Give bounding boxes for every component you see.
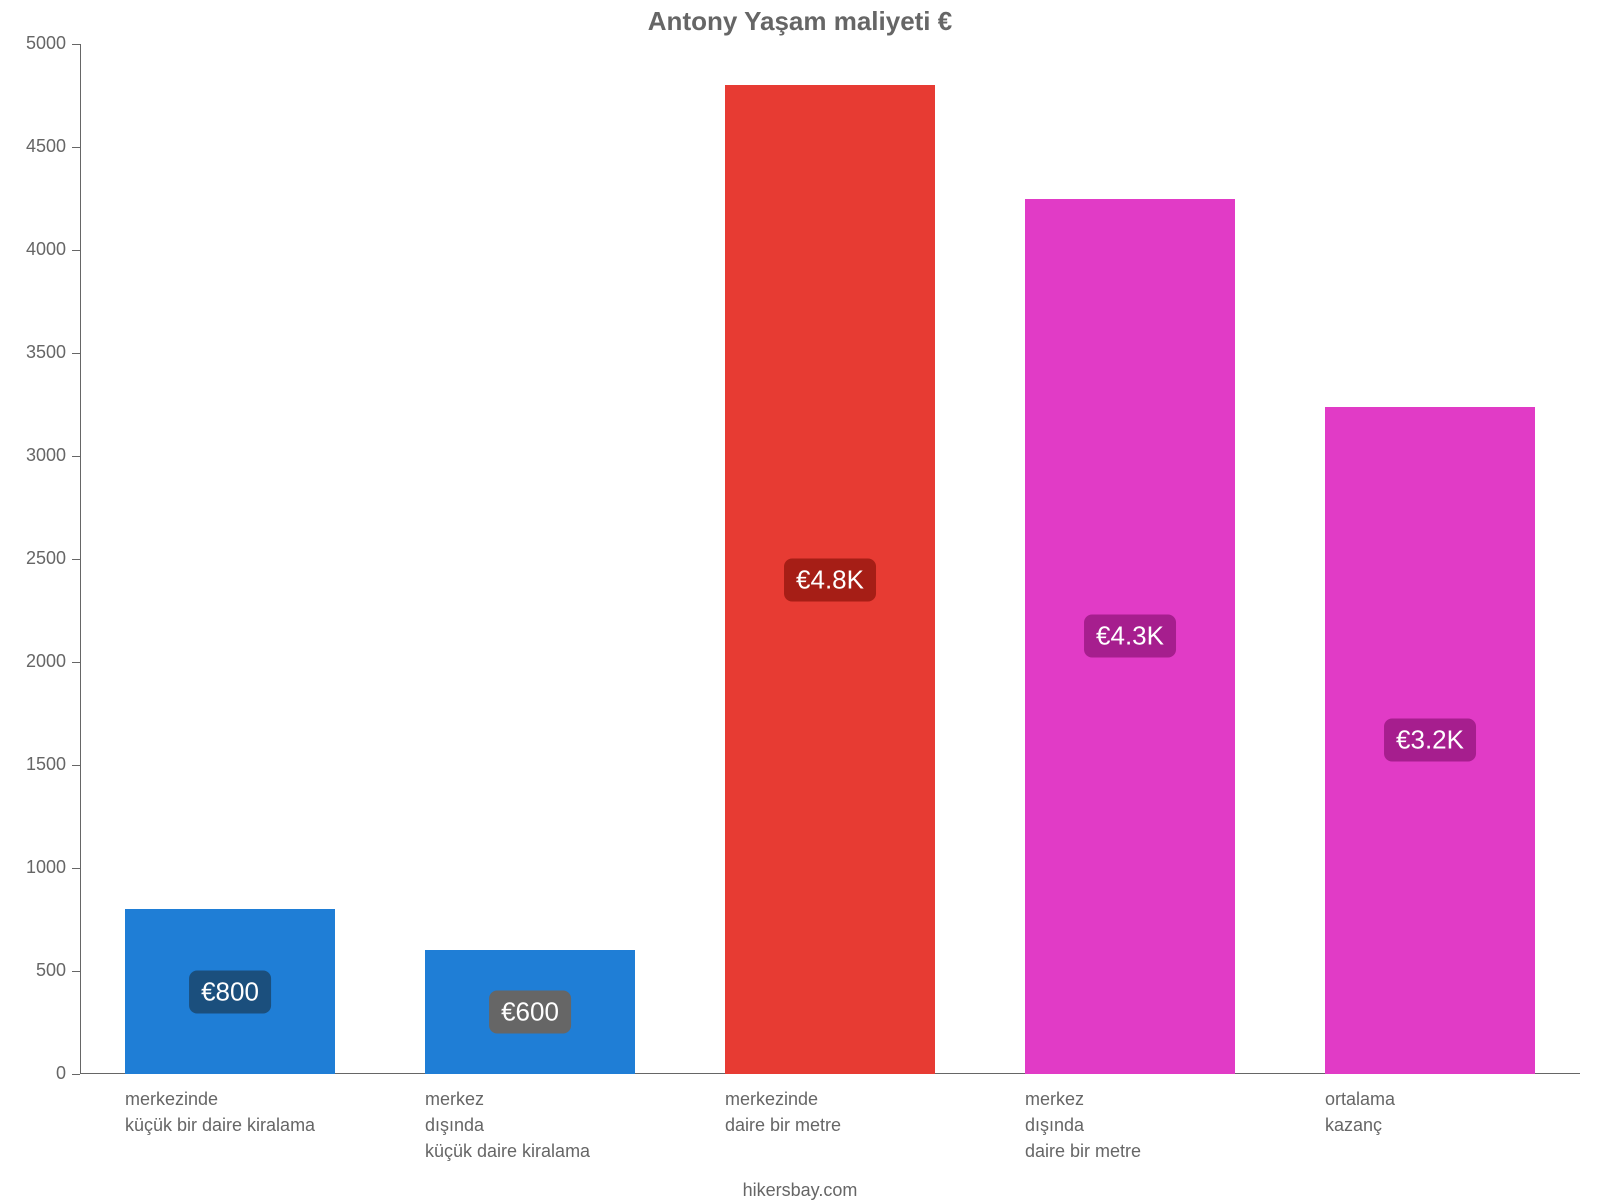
y-tick bbox=[72, 559, 80, 560]
x-category-label-line: merkezinde bbox=[125, 1086, 335, 1112]
x-category-label-line: daire bir metre bbox=[725, 1112, 935, 1138]
y-tick-label: 2000 bbox=[0, 651, 66, 672]
x-category-label-line: dışında bbox=[425, 1112, 635, 1138]
x-category-label-line: merkez bbox=[425, 1086, 635, 1112]
y-tick bbox=[72, 662, 80, 663]
x-category-label: merkezdışındadaire bir metre bbox=[1025, 1086, 1235, 1164]
y-tick-label: 5000 bbox=[0, 33, 66, 54]
bar-value-label: €800 bbox=[189, 970, 271, 1013]
x-category-label-line: daire bir metre bbox=[1025, 1138, 1235, 1164]
bar-value-label: €4.8K bbox=[784, 558, 876, 601]
x-category-label-line: kazanç bbox=[1325, 1112, 1535, 1138]
y-tick bbox=[72, 765, 80, 766]
bar-value-label: €600 bbox=[489, 991, 571, 1034]
x-category-label-line: ortalama bbox=[1325, 1086, 1535, 1112]
cost-of-living-bar-chart: Antony Yaşam maliyeti € 0500100015002000… bbox=[0, 0, 1600, 1200]
bar-value-label: €3.2K bbox=[1384, 719, 1476, 762]
y-tick-label: 1500 bbox=[0, 754, 66, 775]
chart-footer: hikersbay.com bbox=[0, 1180, 1600, 1200]
bar-value-label: €4.3K bbox=[1084, 615, 1176, 658]
y-tick-label: 2500 bbox=[0, 548, 66, 569]
y-tick bbox=[72, 250, 80, 251]
x-category-label: merkezindeküçük bir daire kiralama bbox=[125, 1086, 335, 1138]
y-axis bbox=[80, 44, 81, 1074]
y-tick bbox=[72, 971, 80, 972]
y-tick-label: 1000 bbox=[0, 857, 66, 878]
chart-title: Antony Yaşam maliyeti € bbox=[0, 6, 1600, 37]
y-tick bbox=[72, 353, 80, 354]
plot-area: 0500100015002000250030003500400045005000… bbox=[80, 44, 1580, 1074]
x-category-label-line: merkezinde bbox=[725, 1086, 935, 1112]
y-tick-label: 3000 bbox=[0, 445, 66, 466]
x-category-label: merkezindedaire bir metre bbox=[725, 1086, 935, 1138]
y-tick bbox=[72, 456, 80, 457]
y-tick-label: 500 bbox=[0, 960, 66, 981]
y-tick-label: 3500 bbox=[0, 342, 66, 363]
y-tick bbox=[72, 147, 80, 148]
x-category-label-line: küçük daire kiralama bbox=[425, 1138, 635, 1164]
y-tick-label: 0 bbox=[0, 1063, 66, 1084]
x-category-label-line: küçük bir daire kiralama bbox=[125, 1112, 335, 1138]
x-category-label-line: dışında bbox=[1025, 1112, 1235, 1138]
y-tick bbox=[72, 1074, 80, 1075]
x-category-label-line: merkez bbox=[1025, 1086, 1235, 1112]
x-category-label: merkezdışındaküçük daire kiralama bbox=[425, 1086, 635, 1164]
x-category-label: ortalamakazanç bbox=[1325, 1086, 1535, 1138]
y-tick bbox=[72, 44, 80, 45]
y-tick bbox=[72, 868, 80, 869]
y-tick-label: 4500 bbox=[0, 136, 66, 157]
y-tick-label: 4000 bbox=[0, 239, 66, 260]
